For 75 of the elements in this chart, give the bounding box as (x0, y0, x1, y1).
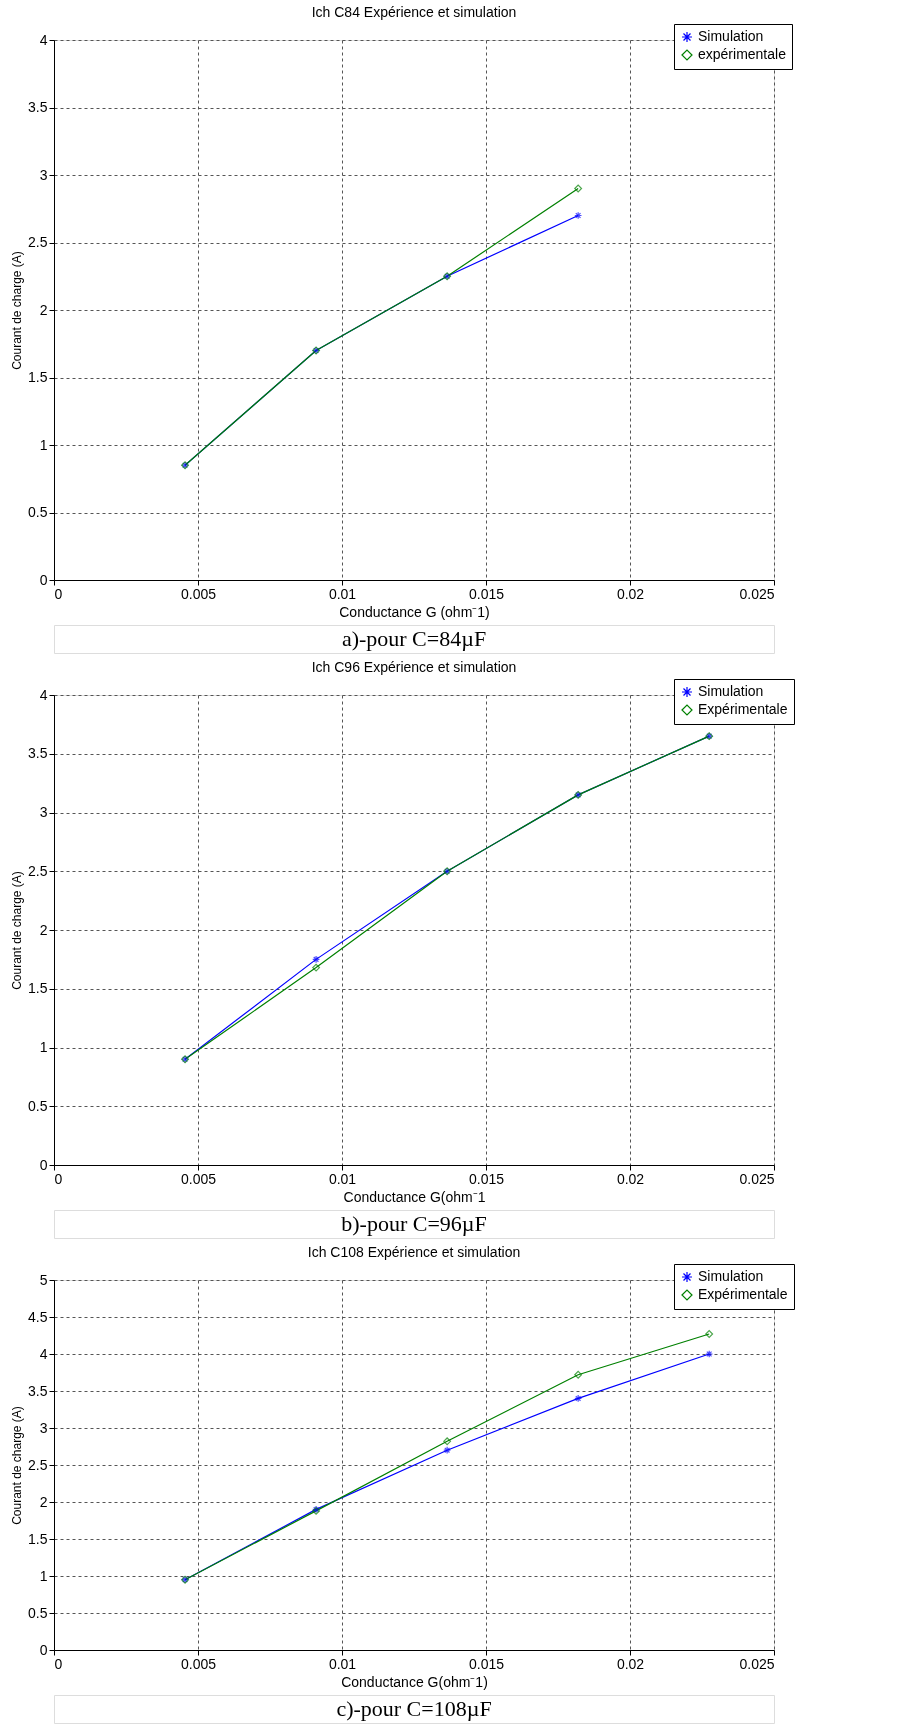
x-axis-title: Conductance G(ohm⁻1) (341, 1673, 488, 1690)
x-tick-label: 0.005 (180, 585, 217, 602)
y-tick-label: 1 (39, 1039, 48, 1055)
chart-title: Ich C84 Expérience et simulation (311, 3, 517, 20)
x-tick-label: 0.015 (468, 1170, 505, 1187)
x-tick-label: 0 (54, 585, 63, 602)
text: a)-pour C=84µF (341, 626, 487, 651)
text: b)-pour C=96µF (341, 1211, 487, 1236)
point (312, 963, 321, 972)
y-axis-title: Courant de charge (A) (10, 871, 25, 990)
y-tick-label: 3.5 (28, 745, 48, 762)
y-axis-title: Courant de charge (A) (10, 1406, 25, 1525)
y-tick-label: 2.5 (28, 862, 48, 879)
x-tick-label: 0.02 (616, 1170, 645, 1187)
point (443, 1446, 452, 1455)
y-tick-label: 1 (39, 1567, 48, 1584)
y-tick-label: 0 (39, 1156, 48, 1173)
legend-label: Simulation (698, 1268, 764, 1284)
y-tick-label: 0.5 (28, 1097, 48, 1114)
x-tick-label: 0.025 (739, 1170, 775, 1187)
point (443, 1437, 452, 1446)
point (574, 211, 583, 220)
legend-label: Simulation (698, 28, 764, 44)
x-tick-label: 0.01 (328, 1655, 357, 1672)
y-tick-label: 3 (39, 804, 48, 820)
y-tick-label: 3.5 (28, 1382, 48, 1399)
y-tick-label: 1.5 (28, 1530, 48, 1547)
y-tick-label: 2 (39, 921, 48, 938)
y-tick-label: 2.5 (28, 1456, 48, 1473)
chart-title: Ich C96 Expérience et simulation (311, 658, 517, 675)
point (574, 184, 583, 193)
y-tick-label: 2 (39, 1493, 48, 1510)
y-tick-label: 1.5 (28, 980, 48, 997)
y-tick-label: 3.5 (28, 99, 48, 115)
x-tick-label: 0.01 (328, 585, 357, 602)
y-tick-label: 0 (39, 1641, 48, 1658)
y-axis-title: Courant de charge (A) (10, 251, 25, 370)
y-tick-label: 5 (39, 1271, 48, 1288)
y-tick-label: 4 (39, 1345, 48, 1362)
point (574, 1394, 583, 1403)
legend-label: expérimentale (698, 46, 787, 62)
y-tick-label: 2.5 (28, 234, 48, 250)
y-tick-label: 0.5 (28, 1604, 48, 1621)
x-tick-label: 0.025 (739, 1655, 775, 1672)
y-tick-label: 0 (39, 571, 48, 588)
x-tick-label: 0.005 (180, 1655, 217, 1672)
y-tick-label: 0.5 (28, 504, 48, 520)
x-axis-title: Conductance G (ohm⁻1) (339, 603, 490, 620)
y-tick-label: 1.5 (28, 369, 48, 385)
legend-label: Expérimentale (698, 1286, 788, 1302)
x-axis-title: Conductance G(ohm⁻1 (343, 1188, 486, 1205)
x-tick-label: 0 (54, 1170, 63, 1187)
point (574, 1370, 583, 1379)
point (705, 1350, 714, 1358)
y-tick-label: 1 (39, 436, 48, 453)
y-tick-label: 2 (39, 301, 48, 318)
x-tick-label: 0.015 (468, 585, 505, 602)
y-tick-label: 4 (39, 686, 48, 703)
point (705, 1330, 714, 1338)
x-tick-label: 0.015 (468, 1655, 505, 1672)
x-tick-label: 0.005 (180, 1170, 217, 1187)
y-tick-label: 4.5 (28, 1308, 48, 1325)
y-tick-label: 3 (39, 166, 48, 183)
y-tick-label: 3 (39, 1419, 48, 1436)
point (312, 955, 321, 964)
x-tick-label: 0.01 (328, 1170, 357, 1187)
text: c)-pour C=108µF (336, 1696, 492, 1721)
x-tick-label: 0.02 (616, 585, 645, 602)
chart-title: Ich C108 Expérience et simulation (307, 1243, 521, 1260)
legend-label: Simulation (698, 683, 764, 699)
x-tick-label: 0 (54, 1655, 63, 1672)
y-tick-label: 4 (39, 31, 48, 48)
x-tick-label: 0.025 (739, 585, 775, 602)
legend-label: Expérimentale (698, 701, 788, 717)
x-tick-label: 0.02 (616, 1655, 645, 1672)
